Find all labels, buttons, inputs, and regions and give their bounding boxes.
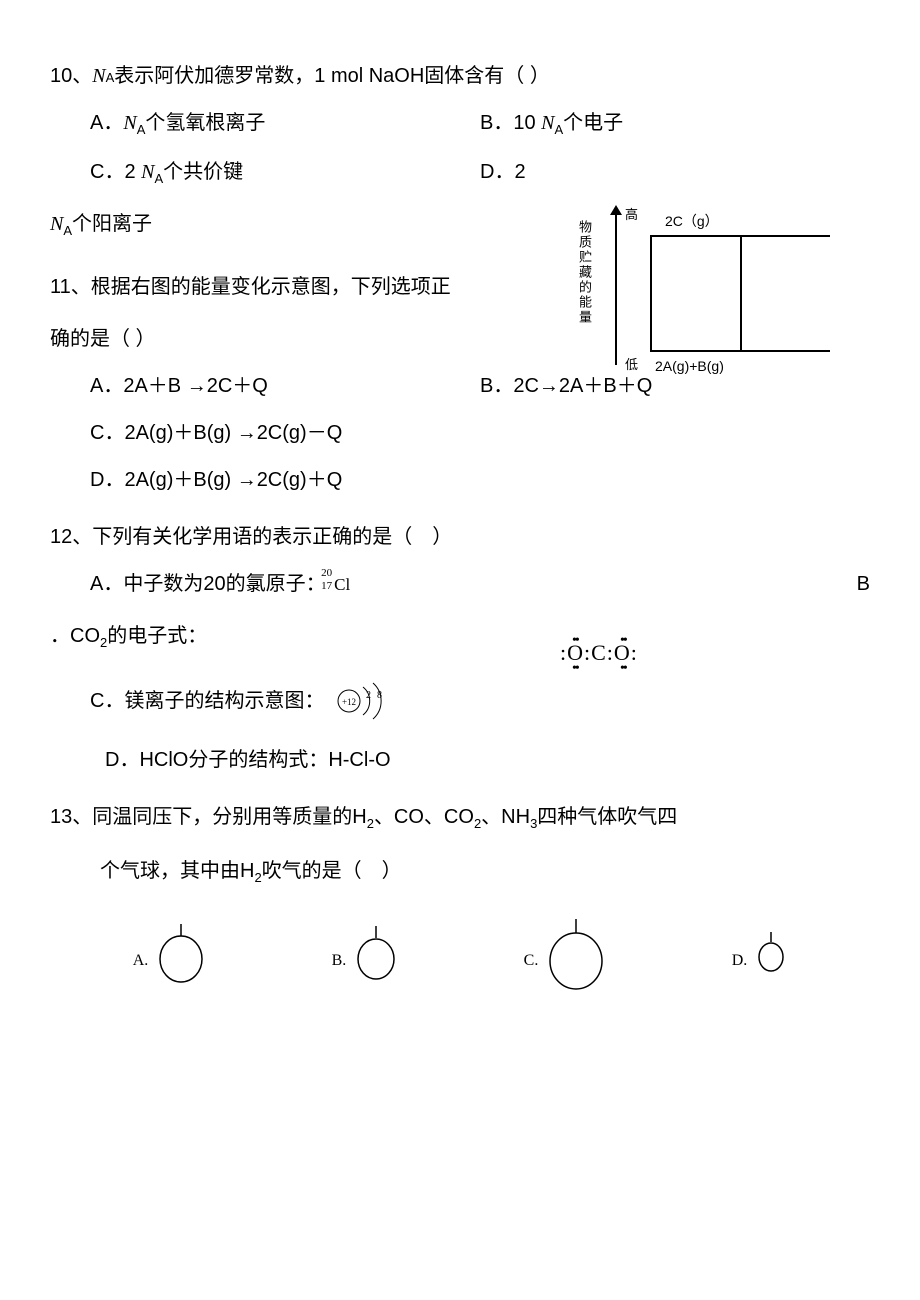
q12-option-b-letter: B [830, 568, 870, 600]
balloon-d-svg [755, 932, 787, 989]
q11-number: 11、 [50, 276, 91, 298]
right-vertical [740, 235, 742, 350]
q12-option-b-rest: ．CO2的电子式： [50, 620, 870, 654]
q12-number: 12、 [50, 526, 92, 548]
na-sub: A [106, 68, 115, 89]
na-symbol: N [92, 60, 105, 92]
q10-option-b: B．10 NA个电子 [480, 107, 870, 141]
balloon-row: A. B. C. D. [50, 919, 870, 1003]
question-10: 10、 NA 表示阿伏加德罗常数，1 mol NaOH固体含有（ ） A．NA个… [50, 60, 870, 190]
balloon-c-svg [546, 919, 606, 1003]
balloon-d: D. [732, 932, 788, 989]
balloon-a-svg [156, 924, 206, 998]
q12-stem: 下列有关化学用语的表示正确的是（ ） [92, 526, 452, 548]
q13-number: 13、 [50, 806, 92, 828]
high-label: 高 [625, 205, 638, 226]
q10-stem: 表示阿伏加德罗常数，1 mol NaOH固体含有（ ） [114, 60, 550, 92]
nuclide-cl: 20 17 Cl [334, 568, 350, 600]
mg-ion-diagram: +12 2 8 [335, 679, 395, 724]
left-vertical [650, 235, 652, 350]
q12-option-a: A．中子数为20的氯原子： 20 17 Cl [90, 568, 830, 600]
balloon-b-svg [354, 926, 398, 995]
q10-option-d: D．2 [480, 156, 870, 190]
balloon-c: C. [524, 919, 607, 1003]
q11-option-c: C．2A(g)＋B(g) →2C(g)－Q [90, 417, 870, 449]
top-level-text: 2C（g） [665, 210, 719, 232]
bottom-line [650, 350, 830, 352]
top-line-right [740, 235, 830, 237]
balloon-b: B. [332, 926, 399, 995]
bottom-level-text: 2A(g)+B(g) [655, 355, 724, 377]
q11-stem1: 根据右图的能量变化示意图，下列选项正 [91, 276, 451, 298]
svg-text:+12: +12 [342, 697, 356, 707]
y-axis [615, 210, 617, 365]
balloon-a: A. [133, 924, 207, 998]
dots: •• [572, 658, 578, 680]
svg-text:8: 8 [377, 690, 382, 701]
q11-option-a: A．2A＋B →2C＋Q [90, 370, 480, 402]
y-axis-label: 物质贮藏的能量 [580, 220, 594, 325]
q10-option-c: C．2 NA个共价键 [90, 156, 480, 190]
q10-number: 10、 [50, 60, 92, 92]
q12-option-c: C．镁离子的结构示意图： +12 2 8 [90, 679, 395, 724]
q11-option-d: D．2A(g)＋B(g) →2C(g)＋Q [90, 464, 870, 496]
q10-option-a: A．NA个氢氧根离子 [90, 107, 480, 141]
svg-text:2: 2 [366, 690, 371, 701]
lewis-structure: •• •• :O:C:O: •• •• [560, 635, 638, 670]
q12-option-d: D．HClO分子的结构式：H-Cl-O [50, 744, 870, 776]
question-13: 13、同温同压下，分别用等质量的H2、CO、CO2、NH3四种气体吹气四 个气球… [50, 801, 870, 1002]
energy-diagram: 物质贮藏的能量 高 低 2C（g） 2A(g)+B(g) [580, 200, 840, 380]
low-label: 低 [625, 355, 638, 376]
dots: •• [572, 630, 578, 652]
q13-stem-line2: 个气球，其中由H2吹气的是（ ） [50, 855, 870, 889]
top-line-left [650, 235, 740, 237]
dots: •• [620, 658, 626, 680]
question-12: 12、下列有关化学用语的表示正确的是（ ） A．中子数为20的氯原子： 20 1… [50, 521, 870, 776]
dots: •• [620, 630, 626, 652]
